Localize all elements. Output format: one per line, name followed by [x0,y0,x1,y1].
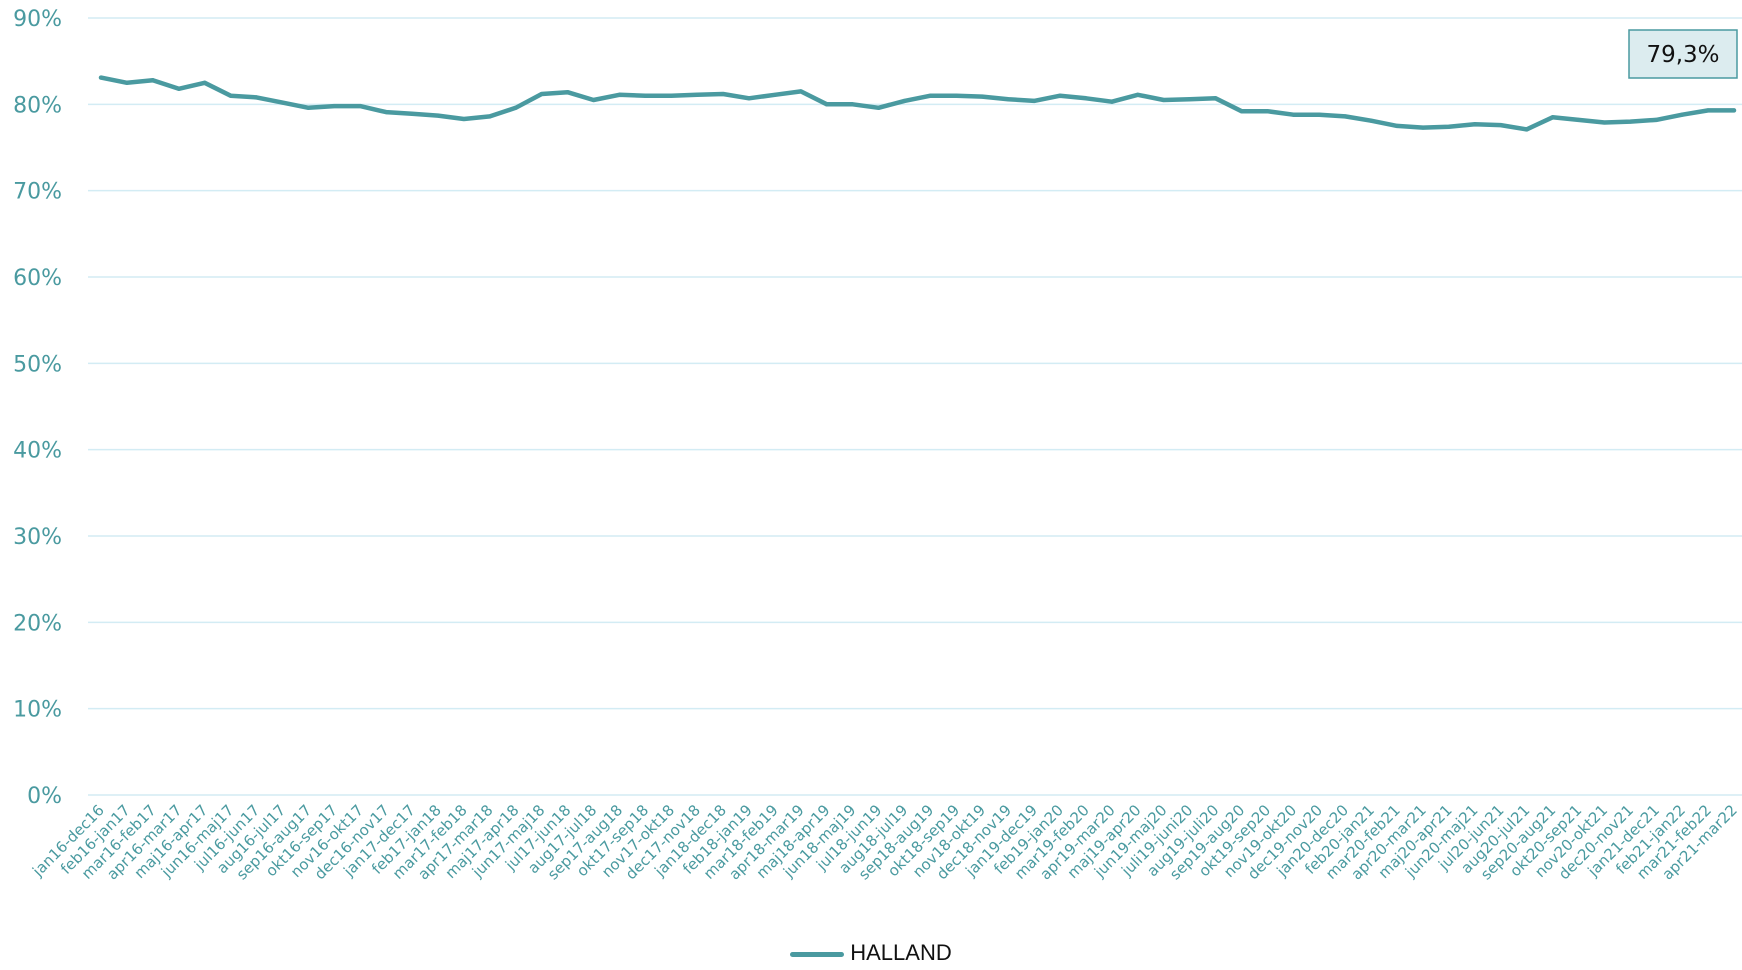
data-point [1187,97,1192,102]
data-point [1291,112,1296,117]
data-point [669,93,674,98]
data-point [798,89,803,94]
data-point [1135,92,1140,97]
callout-box [1628,29,1738,79]
data-point [150,78,155,83]
data-point [772,92,777,97]
data-point [1006,97,1011,102]
data-point [1161,98,1166,103]
data-point [876,105,881,110]
data-point [1602,120,1607,125]
data-point [1369,118,1374,123]
data-point [1395,123,1400,128]
y-tick-label: 20% [13,611,62,636]
y-tick-label: 70% [13,180,62,205]
data-point [487,114,492,119]
data-point [1343,114,1348,119]
data-point [1498,123,1503,128]
data-point [124,80,129,85]
data-point [695,92,700,97]
y-tick-label: 60% [13,266,62,291]
data-point [410,111,415,116]
gridlines [88,17,1742,796]
y-axis-ticks: 0% 10% 20% 30% 40% 50% 60% 70% 80% 90% [13,7,62,809]
data-point [1706,108,1711,113]
data-point [928,93,933,98]
data-point [513,105,518,110]
data-point [1109,99,1114,104]
data-point [721,91,726,96]
data-point [202,80,207,85]
data-point [980,94,985,99]
y-tick-label: 90% [13,7,62,32]
data-point [358,104,363,109]
data-point [280,100,285,105]
data-point [306,105,311,110]
data-point [850,102,855,107]
y-tick-label: 30% [13,525,62,550]
data-point [176,86,181,91]
data-point [1265,109,1270,114]
value-callout: 79,3% [1628,29,1738,79]
data-point [1550,115,1555,120]
data-point [617,92,622,97]
y-tick-label: 10% [13,698,62,723]
data-point [1446,124,1451,129]
series-layer [98,75,1737,132]
data-point [1576,117,1581,122]
x-axis-ticks: jan16-dec16feb16-jan17mar16-feb17apr16-m… [28,801,1741,883]
data-point [1680,112,1685,117]
data-point [461,117,466,122]
data-point [591,98,596,103]
data-point [643,93,648,98]
data-point [1628,119,1633,124]
data-point [1083,96,1088,101]
data-point [954,93,959,98]
legend-swatch-halland [790,951,845,957]
data-point [1032,98,1037,103]
data-point [1654,117,1659,122]
y-tick-label: 40% [13,439,62,464]
data-point [1524,127,1529,132]
data-point [1058,93,1063,98]
data-point [824,102,829,107]
data-point [435,113,440,118]
legend-label-halland: HALLAND [850,940,952,965]
data-point [1239,109,1244,114]
data-point [384,110,389,115]
data-point [99,75,103,80]
data-point [1317,112,1322,117]
data-point [565,90,570,95]
y-tick-label: 50% [13,352,62,377]
data-point [254,95,259,100]
data-point [902,98,907,103]
data-point [747,96,752,101]
data-point [332,104,337,109]
y-tick-label: 0% [27,784,62,809]
legend: HALLAND [0,940,1742,966]
y-tick-label: 80% [13,93,62,118]
data-point [1420,125,1425,130]
data-point [1472,122,1477,127]
series-line-halland [98,75,1737,132]
data-point [1213,96,1218,101]
data-point [228,93,233,98]
callout-value-label: 79,3% [1646,42,1719,68]
data-point [539,91,544,96]
data-point [1732,108,1736,113]
